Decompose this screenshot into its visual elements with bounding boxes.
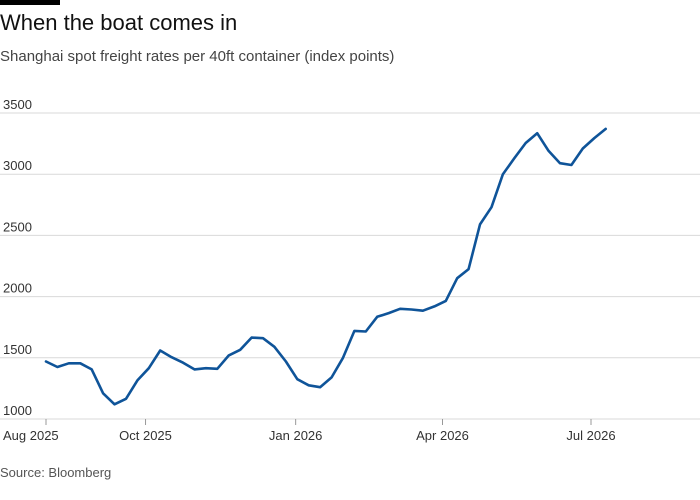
y-tick-label: 2500 bbox=[3, 219, 32, 234]
x-tick-label: Aug 2025 bbox=[3, 428, 59, 443]
x-tick-label: Jan 2026 bbox=[269, 428, 323, 443]
y-tick-label: 2000 bbox=[3, 281, 32, 296]
x-tick-label: Apr 2026 bbox=[416, 428, 469, 443]
x-tick-label: Oct 2025 bbox=[119, 428, 172, 443]
x-tick-label: Jul 2026 bbox=[566, 428, 615, 443]
chart-subtitle: Shanghai spot freight rates per 40ft con… bbox=[0, 48, 395, 65]
y-tick-label: 1500 bbox=[3, 342, 32, 357]
y-tick-label: 1000 bbox=[3, 403, 32, 418]
header-accent-bar bbox=[0, 0, 60, 5]
series-layer bbox=[44, 127, 607, 406]
gridlines bbox=[0, 112, 700, 420]
chart-title: When the boat comes in bbox=[0, 10, 238, 35]
y-axis-ticks: 1000 1500 2000 2500 3000 3500 bbox=[3, 97, 32, 418]
x-axis-ticks: Aug 2025 Oct 2025 Jan 2026 Apr 2026 Jul 2026 bbox=[3, 419, 616, 443]
source-note: Source: Bloomberg bbox=[0, 465, 112, 480]
y-tick-label: 3500 bbox=[3, 97, 32, 112]
series-line bbox=[44, 127, 607, 406]
y-tick-label: 3000 bbox=[3, 158, 32, 173]
